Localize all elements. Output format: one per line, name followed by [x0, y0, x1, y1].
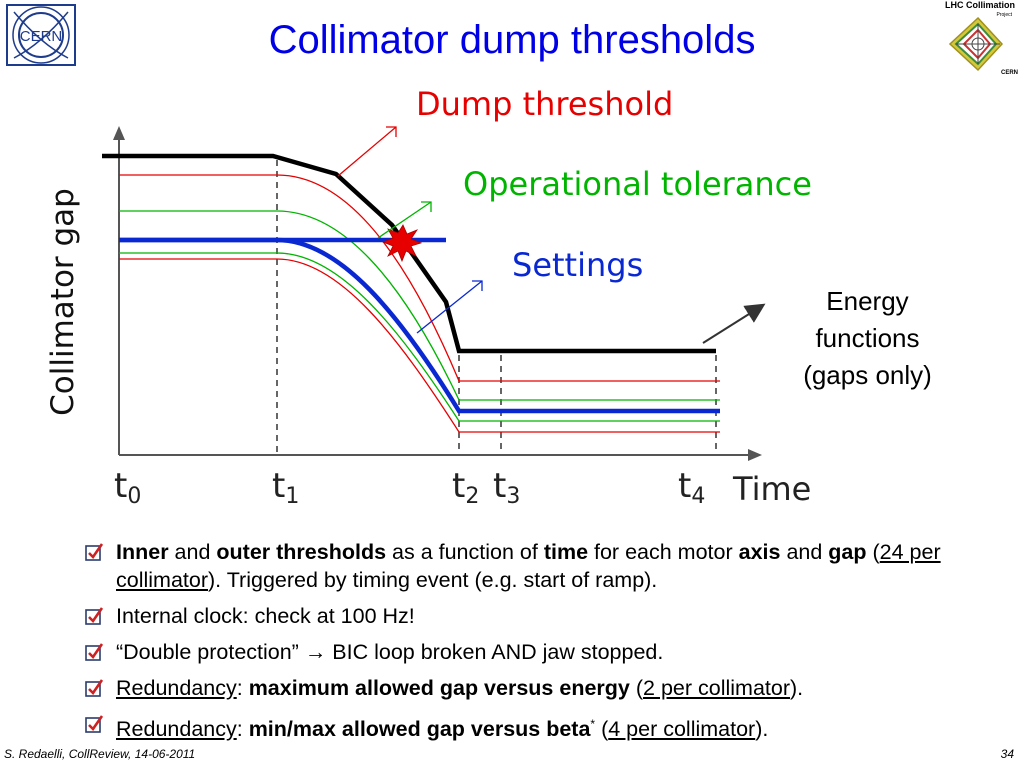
- b5-redundancy: Redundancy: [116, 717, 237, 742]
- dump-arrow-head: [386, 126, 397, 137]
- checkbox-bullet-icon: [85, 679, 104, 697]
- dump-curves: [119, 174, 720, 433]
- energy-functions-label: Energy functions (gaps only): [780, 283, 955, 394]
- tick-t0: t0: [114, 466, 141, 509]
- checkbox-bullet-icon: [85, 715, 104, 733]
- b1-text: and: [780, 540, 829, 564]
- energy-label-line3: (gaps only): [803, 360, 932, 390]
- slide-title: Collimator dump thresholds: [268, 18, 756, 62]
- b4-text: ).: [790, 676, 804, 700]
- bullet-item: Redundancy: min/max allowed gap versus b…: [84, 710, 984, 743]
- tolerance-curve-outer: [119, 210, 720, 401]
- tolerance-curves: [119, 210, 720, 422]
- b2-text: Internal clock: check at 100 Hz!: [116, 604, 415, 628]
- b1-time: time: [543, 540, 589, 564]
- b5-minmax: min/max allowed gap versus beta: [248, 717, 591, 742]
- lhc-logo-line1: LHC Collimation: [945, 0, 1015, 10]
- settings-arrow: [416, 280, 483, 334]
- bullet-item: Redundancy: maximum allowed gap versus e…: [84, 674, 984, 702]
- threshold-diagram: Dump threshold Operational tolerance Set…: [45, 85, 812, 509]
- dump-threshold-function: [102, 153, 716, 354]
- tolerance-arrow-head: [421, 201, 432, 212]
- y-axis-arrowhead: [113, 126, 125, 140]
- b5-count: 4 per collimator: [608, 717, 756, 742]
- bullet-item: Internal clock: check at 100 Hz!: [84, 602, 984, 630]
- label-operational-tolerance: Operational tolerance: [463, 165, 812, 203]
- b1-count: 24 per collimator: [116, 540, 941, 592]
- lhc-logo-line2: Project: [996, 12, 1012, 18]
- energy-label-line2: functions: [815, 323, 920, 353]
- page-number: 34: [1000, 747, 1014, 761]
- b1-outer: outer thresholds: [216, 540, 387, 564]
- x-axis-arrowhead: [748, 449, 762, 461]
- time-tick-labels: t0 t1 t2 t3 t4: [114, 466, 705, 509]
- b4-redundancy: Redundancy: [116, 676, 237, 700]
- label-arrows: [337, 126, 483, 334]
- b1-inner: Inner: [116, 540, 169, 564]
- tick-t2: t2: [452, 466, 479, 509]
- b1-axis: axis: [738, 540, 781, 564]
- y-axis-label: Collimator gap: [45, 188, 81, 416]
- checkbox-bullet-icon: [85, 643, 104, 661]
- b1-text: and: [168, 540, 217, 564]
- lhc-collimation-logo: LHC Collimation Project CERN: [945, 0, 1018, 76]
- b1-text: for each motor: [588, 540, 739, 564]
- b4-count: 2 per collimator: [643, 676, 790, 700]
- energy-functions-pointer: [702, 303, 766, 344]
- tolerance-arrow: [377, 201, 432, 239]
- time-markers: [276, 160, 717, 453]
- tick-t4: t4: [678, 466, 705, 509]
- b1-text: as a function of: [386, 540, 544, 564]
- bullet-list: Inner and outer thresholds as a function…: [84, 538, 984, 751]
- b3-text: “Double protection” → BIC loop broken AN…: [116, 640, 664, 664]
- energy-label-line1: Energy: [826, 286, 909, 316]
- settings-arrow-head: [472, 280, 483, 291]
- bullet-item: “Double protection” → BIC loop broken AN…: [84, 638, 984, 666]
- footer-author: S. Redaelli, CollReview, 14-06-2011: [4, 747, 196, 761]
- cern-logo: CERN: [6, 4, 76, 66]
- bullet-item: Inner and outer thresholds as a function…: [84, 538, 984, 594]
- b1-text: (: [866, 540, 880, 564]
- b5-text: ).: [755, 717, 769, 742]
- tolerance-curve-inner: [119, 252, 720, 422]
- b4-text: :: [236, 676, 249, 700]
- b5-text: (: [595, 717, 609, 742]
- checkbox-bullet-icon: [85, 607, 104, 625]
- dump-arrow: [337, 126, 397, 177]
- b4-maxgap: maximum allowed gap versus energy: [248, 676, 630, 700]
- cern-logo-text: CERN: [20, 28, 63, 45]
- b1-gap: gap: [828, 540, 867, 564]
- dump-trigger-star: [381, 224, 423, 263]
- lhc-logo-line3: CERN: [1001, 70, 1018, 76]
- label-dump-threshold: Dump threshold: [416, 85, 673, 123]
- b5-text: :: [236, 717, 249, 742]
- tick-t1: t1: [272, 466, 299, 509]
- checkbox-bullet-icon: [85, 543, 104, 561]
- x-axis-label: Time: [732, 470, 811, 508]
- axes: [113, 126, 762, 461]
- b1-text: ). Triggered by timing event (e.g. start…: [208, 568, 658, 592]
- dump-curve-inner: [119, 258, 720, 433]
- b5-star: *: [590, 717, 596, 731]
- label-settings: Settings: [512, 246, 643, 284]
- b4-text: (: [629, 676, 644, 700]
- tick-t3: t3: [493, 466, 520, 509]
- dump-curve-outer: [119, 174, 720, 382]
